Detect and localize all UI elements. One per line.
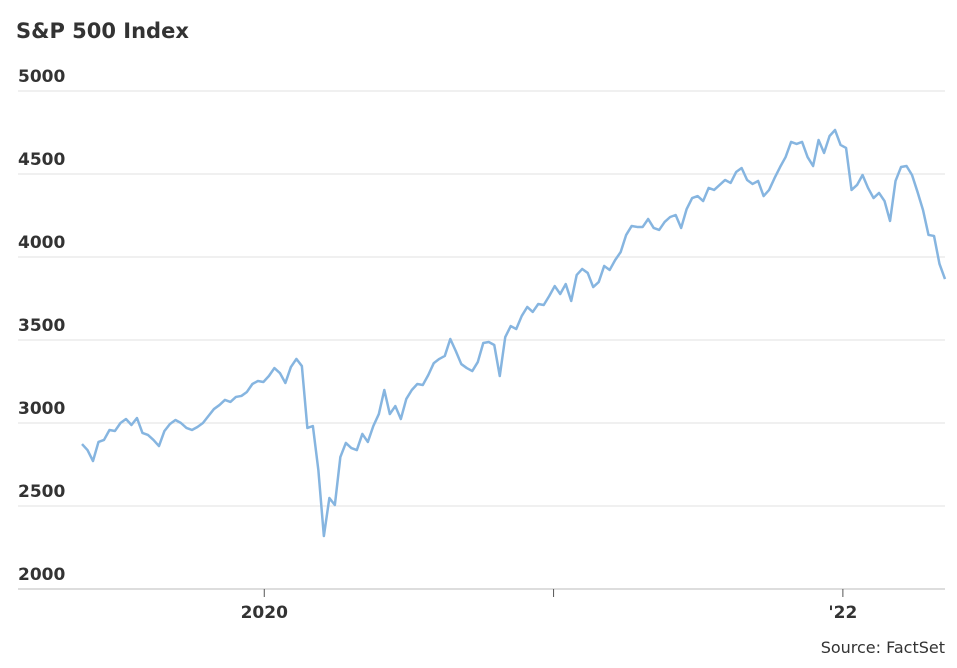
x-tick-label: '22 (828, 603, 857, 623)
y-tick-label: 3500 (18, 316, 65, 336)
chart-title: S&P 500 Index (16, 19, 189, 43)
x-tick-label: 2020 (241, 603, 288, 623)
y-tick-label: 5000 (18, 67, 65, 87)
y-tick-label: 2500 (18, 482, 65, 502)
y-tick-label: 4000 (18, 233, 65, 253)
line (81, 128, 947, 538)
y-tick-label: 2000 (18, 565, 65, 585)
source: Source: FactSet (821, 638, 945, 657)
y-tick-label: 3000 (18, 399, 65, 419)
y-tick-label: 4500 (18, 150, 65, 170)
